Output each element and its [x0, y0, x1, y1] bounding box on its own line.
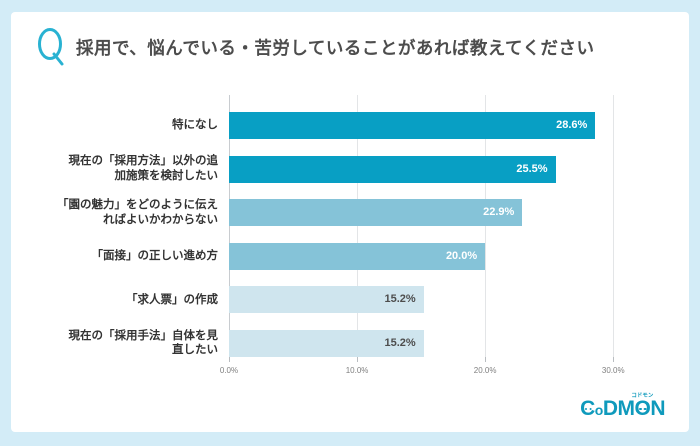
- axis-tick-label: 30.0%: [601, 366, 625, 375]
- bar-value-label: 25.5%: [516, 162, 548, 175]
- axis-tick-mark: [485, 357, 487, 362]
- category-label: 特になし: [172, 119, 218, 132]
- gridline: [613, 95, 615, 357]
- codmon-logo: C o D M O コドモン N: [580, 393, 665, 420]
- bar-track: 15.2%: [229, 286, 635, 314]
- bar-row: 「求人票」の作成 15.2%: [11, 286, 689, 330]
- bar-track: 22.9%: [229, 199, 635, 227]
- chart-card: 採用で、悩んでいる・苦労していることがあれば教えてください 特になし 28.6%…: [11, 12, 689, 432]
- axis-tick-mark: [229, 357, 230, 362]
- logo-letter-c: C: [580, 397, 595, 420]
- bar-track: 25.5%: [229, 155, 635, 183]
- question-header: 採用で、悩んでいる・苦労していることがあれば教えてください: [37, 27, 595, 67]
- bar-row: 「園の魅力」をどのように伝え ればよいかわからない 22.9%: [11, 199, 689, 243]
- axis-tick-label: 10.0%: [345, 366, 369, 375]
- question-mark-icon: [38, 28, 64, 66]
- category-label: 現在の「採用手法」自体を見 直したい: [68, 329, 219, 357]
- face-eyes-icon: [584, 407, 588, 411]
- bar-track: 20.0%: [229, 242, 635, 270]
- category-label: 「面接」の正しい進め方: [91, 249, 219, 262]
- logo-letter-m: M: [617, 397, 635, 420]
- bar: 20.0%: [229, 242, 486, 270]
- page-title: 採用で、悩んでいる・苦労していることがあれば教えてください: [76, 37, 595, 58]
- bar-track: 28.6%: [229, 112, 635, 139]
- bar-value-label: 15.2%: [384, 336, 416, 349]
- category-label: 「園の魅力」をどのように伝え ればよいかわからない: [57, 198, 218, 226]
- axis-tick-mark: [357, 357, 359, 362]
- bar-track: 15.2%: [229, 329, 635, 357]
- logo-letter-n: N: [650, 397, 665, 420]
- bar-chart: 特になし 28.6% 現在の「採用方法」以外の追 加施策を検討したい 25.5%: [11, 95, 689, 375]
- bar-row: 現在の「採用方法」以外の追 加施策を検討したい 25.5%: [11, 155, 689, 200]
- bar-value-label: 28.6%: [556, 119, 588, 131]
- logo-letter-o-small: o: [594, 402, 604, 418]
- axis-tick-label: 0.0%: [219, 366, 239, 375]
- logo-letter-o: O コドモン: [631, 393, 654, 420]
- bar: 28.6%: [229, 112, 596, 139]
- bar-value-label: 22.9%: [483, 206, 515, 219]
- category-label: 「求人票」の作成: [126, 293, 218, 306]
- bar: 25.5%: [229, 155, 556, 183]
- face-eyes-icon: [638, 407, 642, 411]
- bar-rows: 特になし 28.6% 現在の「採用方法」以外の追 加施策を検討したい 25.5%: [11, 95, 689, 374]
- x-axis: 0.0% 10.0% 20.0% 30.0%: [220, 357, 635, 383]
- bar-value-label: 15.2%: [384, 293, 416, 306]
- logo-ruby-katakana: コドモン: [631, 393, 654, 399]
- bar-value-label: 20.0%: [445, 249, 478, 262]
- logo-letter-d: D: [602, 397, 618, 420]
- bar-row: 現在の「採用手法」自体を見 直したい 15.2%: [11, 330, 689, 374]
- category-label: 現在の「採用方法」以外の追 加施策を検討したい: [68, 155, 219, 183]
- bar: 15.2%: [229, 329, 424, 357]
- axis-tick-mark: [613, 357, 615, 362]
- bar-row: 「面接」の正しい進め方 20.0%: [11, 242, 689, 287]
- bar: 15.2%: [229, 286, 424, 314]
- bar-row: 特になし 28.6%: [11, 112, 689, 156]
- axis-tick-label: 20.0%: [473, 366, 497, 375]
- bar: 22.9%: [229, 199, 523, 227]
